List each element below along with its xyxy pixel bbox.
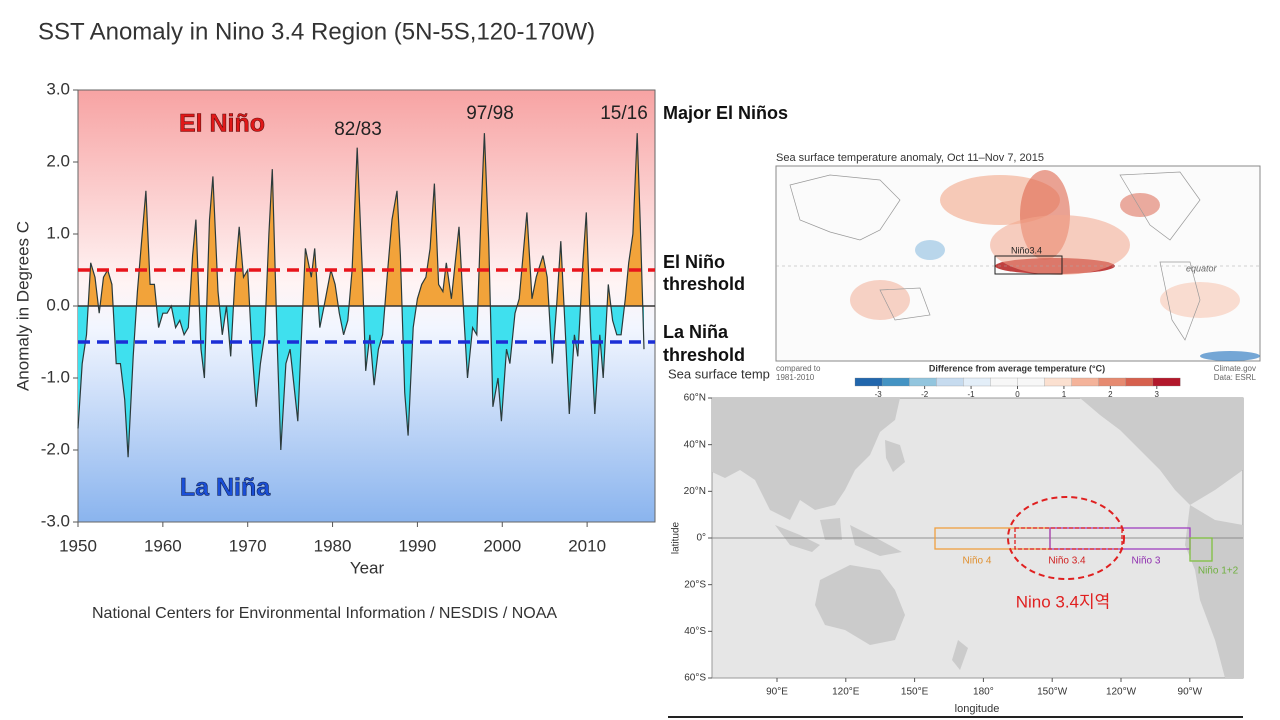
source: National Centers for Environmental Infor… (92, 605, 557, 622)
threshold-label: threshold (663, 274, 745, 294)
colorbar-cell (1071, 377, 1100, 387)
sst-anomaly (789, 170, 1260, 361)
colorbar-tick-label: 3 (1155, 390, 1160, 399)
lat-tick-label: 60°N (684, 393, 706, 404)
map-axes: 60°N 40°N 20°N 0° 20°S 40°S 60°S 90°E 120°E 150°E… (684, 393, 1203, 698)
colorbar-cell (936, 377, 964, 387)
x-tick-label: 1950 (59, 536, 97, 555)
lon-tick-label: 150°E (901, 687, 929, 698)
area-positive (78, 133, 644, 306)
colorbar-cell (1098, 377, 1127, 387)
region-label: Niño 4 (963, 556, 992, 567)
x-tick-label: 2000 (483, 536, 521, 555)
colorbar-cell (990, 377, 1018, 387)
threshold-label: threshold (663, 345, 745, 365)
lat-tick-label: 60°S (684, 673, 706, 684)
lat-tick-label: 40°S (684, 626, 706, 637)
lat-tick-label: 20°N (684, 486, 706, 497)
region-label: Niño 3 (1132, 556, 1161, 567)
region-label: Niño 3.4 (1048, 556, 1086, 567)
lon-tick-label: 150°W (1037, 687, 1068, 698)
threshold-label: La Niña (663, 322, 729, 342)
y-tick-label: -3.0 (41, 511, 70, 530)
lon-tick-label: 90°E (766, 687, 788, 698)
colorbar-cell (1017, 377, 1046, 387)
y-tick-label: 0.0 (46, 295, 70, 314)
chart-title: SST Anomaly in Nino 3.4 Region (5N-5S,12… (38, 18, 595, 45)
events-title: Major El Niños (663, 103, 788, 123)
event-label: 15/16 (600, 103, 648, 124)
lat-tick-label: 40°N (684, 439, 706, 450)
x-axis-label: Year (350, 558, 385, 577)
phase-label: El Niño (179, 110, 265, 138)
sst-note: 1981-2010 (776, 373, 815, 382)
y-tick-label: 3.0 (46, 79, 70, 98)
colorbar-cell (909, 377, 937, 387)
colorbar-cell (1152, 377, 1181, 387)
map-xlabel: longitude (955, 703, 1000, 715)
y-axis-label: Anomaly in Degrees C (13, 221, 32, 391)
sst-credit: Data: ESRL (1214, 373, 1257, 382)
phase-label: La Niña (180, 474, 271, 502)
sst-title: Sea surface temperature anomaly, Oct 11–… (776, 152, 1044, 164)
sst-credit: Climate.gov (1214, 364, 1256, 373)
y-tick-label: 1.0 (46, 223, 70, 242)
nino12-box (1189, 537, 1213, 562)
colorbar-tick-label: 1 (1062, 390, 1067, 399)
threshold-label: El Niño (663, 252, 725, 272)
y-tick-label: 2.0 (46, 151, 70, 170)
highlight-label: Nino 3.4지역 (1016, 592, 1111, 611)
colorbar-cell (881, 377, 910, 387)
event-label: 82/83 (334, 119, 382, 140)
colorbar-cell (1125, 377, 1154, 387)
colorbar-tick-label: 2 (1108, 390, 1113, 399)
event-label: 97/98 (466, 103, 514, 124)
colorbar-tick-label: -1 (968, 390, 976, 399)
sst-box-label: Niño3.4 (1011, 245, 1042, 255)
y-tick-label: -2.0 (41, 439, 70, 458)
lat-tick-label: 0° (696, 533, 706, 544)
colorbar-tick-label: -3 (875, 390, 883, 399)
lon-tick-label: 90°W (1178, 687, 1203, 698)
sst-note: compared to (776, 364, 821, 373)
series-line (77, 133, 645, 458)
map-cut-title: Sea surface temp (668, 366, 770, 381)
nino34-box (1014, 527, 1123, 550)
land (712, 398, 1243, 678)
colorbar-cell (963, 377, 991, 387)
x-tick-label: 1980 (314, 536, 352, 555)
sst-box (994, 255, 1063, 275)
chart-marks: -3.0 -2.0 -1.0 0.0 1.0 2.0 3.0 1950 1960 1970 1980… (41, 79, 655, 555)
x-tick-label: 1960 (144, 536, 182, 555)
area-negative (78, 306, 644, 458)
colorbar-title: Difference from average temperature (°C) (929, 363, 1105, 373)
y-tick-label: -1.0 (41, 367, 70, 386)
colorbar-cell (1044, 377, 1073, 387)
lat-tick-label: 20°S (684, 579, 706, 590)
region-label: Niño 1+2 (1198, 566, 1239, 577)
sst-equator-label: equator (1186, 263, 1218, 273)
lon-tick-label: 120°W (1106, 687, 1137, 698)
x-tick-label: 2010 (568, 536, 606, 555)
highlight-ellipse (1007, 496, 1125, 580)
colorbar: -3 -2 -1 0 1 2 3 (854, 377, 1181, 399)
colorbar-tick-label: 0 (1015, 390, 1020, 399)
colorbar-cell (854, 377, 883, 387)
lon-tick-label: 120°E (832, 687, 860, 698)
lon-tick-label: 180° (973, 687, 994, 698)
x-tick-label: 1970 (229, 536, 267, 555)
colorbar-tick-label: -2 (921, 390, 929, 399)
x-tick-label: 1990 (398, 536, 436, 555)
map-ylabel: latitude (671, 521, 682, 554)
